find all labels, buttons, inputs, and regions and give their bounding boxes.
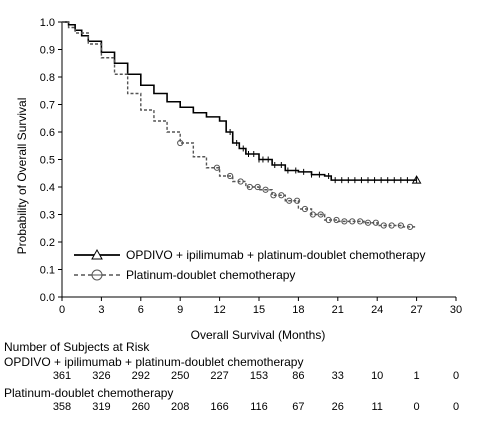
legend-label-0: OPDIVO + ipilimumab + platinum-doublet c… — [126, 248, 425, 262]
risk-count: 358 — [52, 401, 72, 413]
risk-count: 250 — [171, 370, 190, 382]
censor-mark — [286, 197, 293, 204]
risk-count: 86 — [292, 370, 305, 382]
risk-count: 326 — [92, 370, 111, 382]
censor-mark — [397, 222, 404, 229]
x-tick-label: 3 — [98, 304, 104, 316]
censor-mark — [317, 211, 324, 218]
censor-mark — [364, 219, 372, 226]
x-tick-label: 12 — [213, 304, 225, 316]
y-tick-label: 1.0 — [40, 17, 55, 29]
y-tick-label: 0.6 — [40, 127, 55, 139]
y-tick-label: 0.5 — [40, 155, 55, 167]
x-tick-label: 0 — [59, 304, 65, 316]
risk-count: 292 — [131, 370, 150, 382]
risk-count: 153 — [249, 370, 269, 382]
x-tick-label: 18 — [292, 304, 304, 316]
x-tick-label: 30 — [450, 304, 462, 316]
x-tick-label: 24 — [371, 304, 383, 316]
censor-mark — [213, 164, 221, 171]
y-tick-label: 0.1 — [40, 265, 55, 277]
x-tick-label: 6 — [138, 304, 144, 316]
risk-count: 67 — [292, 401, 305, 413]
censor-mark — [357, 218, 364, 225]
censor-mark — [406, 223, 414, 230]
x-tick-label: 27 — [410, 304, 422, 316]
x-axis-title: Overall Survival (Months) — [191, 328, 326, 342]
censor-mark — [301, 205, 309, 213]
risk-row-label-opdivo: OPDIVO + ipilimumab + platinum-doublet c… — [4, 355, 304, 369]
risk-count: 260 — [131, 401, 150, 413]
risk-count: 10 — [371, 370, 384, 382]
risk-count: 166 — [210, 401, 229, 413]
censor-mark — [380, 222, 387, 229]
risk-count: 11 — [371, 401, 383, 413]
censor-mark — [177, 139, 184, 147]
censor-mark — [349, 218, 356, 225]
x-tick-label: 15 — [253, 304, 265, 316]
risk-count: 0 — [413, 401, 420, 413]
risk-count: 208 — [171, 401, 190, 413]
risk-count: 26 — [331, 401, 344, 413]
risk-table-title: Number of Subjects at Risk — [4, 340, 150, 354]
censor-mark — [388, 222, 395, 229]
censor-mark — [237, 178, 244, 185]
risk-count: 361 — [52, 370, 72, 382]
series-line-0 — [62, 21, 417, 181]
risk-count: 319 — [92, 401, 111, 413]
censor-mark — [262, 186, 269, 193]
censor-mark — [227, 172, 234, 180]
y-tick-label: 0.9 — [40, 45, 55, 57]
censor-mark — [309, 211, 316, 218]
censor-mark — [341, 218, 348, 225]
y-tick-label: 0.2 — [40, 237, 55, 249]
risk-count: 116 — [250, 401, 268, 413]
plot-area: 0 3 6 9 12 15 18 21 24 27 30 0.0 0.1 0.2 0.3 0.4 0.5 0.6 0… — [40, 17, 462, 316]
risk-count: 0 — [452, 370, 460, 382]
risk-count: 0 — [452, 401, 460, 413]
censor-mark — [278, 192, 285, 199]
legend-triangle-icon — [91, 248, 103, 260]
x-tick-label: 9 — [177, 304, 183, 316]
y-tick-label: 0.8 — [40, 72, 55, 84]
y-tick-label: 0.7 — [40, 100, 55, 112]
censor-mark — [325, 216, 332, 224]
y-axis-title: Probability of Overall Survival — [15, 98, 29, 255]
risk-count: 1 — [413, 370, 420, 382]
x-tick-label: 21 — [332, 304, 344, 316]
censor-mark — [254, 183, 261, 191]
legend-label-1: Platinum-doublet chemotherapy — [126, 268, 295, 282]
y-tick-label: 0.0 — [40, 292, 55, 304]
risk-count: 33 — [331, 370, 344, 382]
censor-mark — [246, 183, 253, 191]
risk-count: 227 — [210, 370, 229, 382]
censor-mark — [270, 192, 277, 199]
y-tick-label: 0.4 — [40, 182, 55, 194]
censor-mark — [372, 219, 379, 226]
end-marker — [411, 175, 422, 184]
censor-mark — [333, 216, 340, 224]
censor-mark — [293, 197, 301, 204]
y-tick-label: 0.3 — [40, 210, 55, 222]
risk-row-label-chemo: Platinum-doublet chemotherapy — [4, 386, 174, 400]
